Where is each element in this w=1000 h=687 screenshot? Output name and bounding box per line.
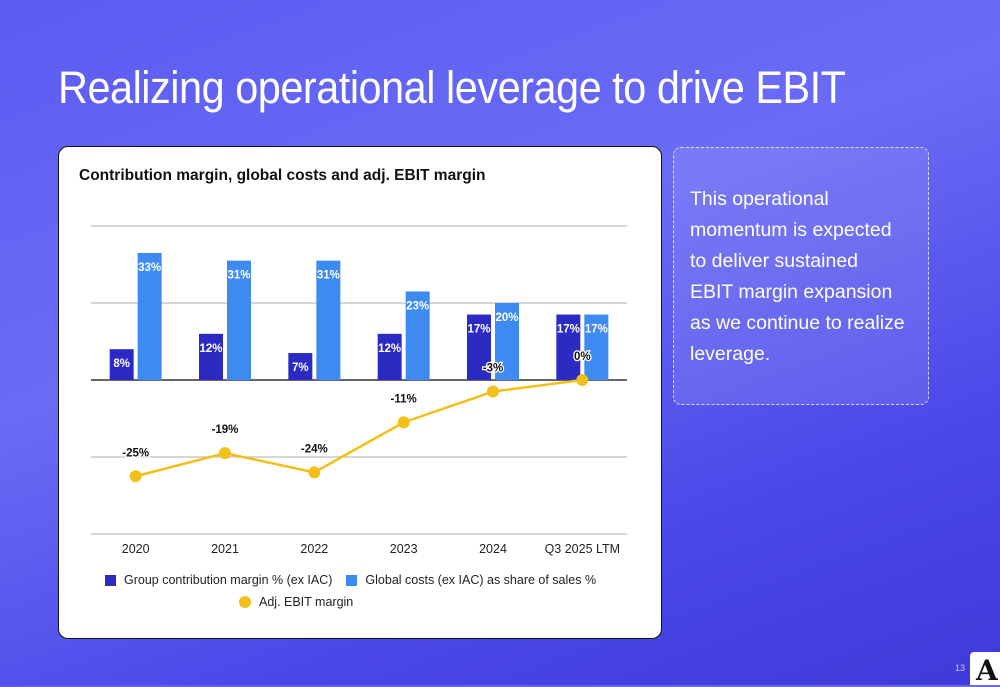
chart-card: Contribution margin, global costs and ad… <box>58 146 662 639</box>
x-tick-label: 2021 <box>211 542 239 556</box>
legend-label-global-costs: Global costs (ex IAC) as share of sales … <box>365 573 597 587</box>
point-ebit <box>308 466 321 479</box>
legend-item-ebit: Adj. EBIT margin <box>239 595 353 609</box>
bar-global-costs <box>227 260 251 380</box>
bar-label-global-costs: 31% <box>227 270 250 282</box>
bar-global-costs <box>405 291 430 380</box>
legend-swatch-ebit <box>239 596 251 608</box>
bar-contribution <box>199 333 223 380</box>
point-ebit <box>576 374 589 386</box>
x-tick-label: 2023 <box>390 542 418 556</box>
brand-logo-letter: A <box>976 654 998 687</box>
combo-chart: 8% 33% 2020 12% 31% 2021 7% 31% 2022 12% 23% 2023 17… <box>91 225 627 556</box>
bar-global-costs <box>316 260 341 380</box>
data-label-ebit: -11% <box>391 393 417 405</box>
bar-label-global-costs: 23% <box>406 300 429 312</box>
bar-global-costs <box>495 303 519 380</box>
bar-label-contribution: 17% <box>467 324 490 336</box>
data-label-ebit: -19% <box>212 424 239 436</box>
callout-text: This operational momentum is expected to… <box>690 188 905 365</box>
bar-label-contribution: 7% <box>292 362 309 374</box>
bar-label-contribution: 8% <box>113 358 130 370</box>
bar-contribution <box>377 333 402 380</box>
bar-label-global-costs: 33% <box>138 262 161 274</box>
bar-contribution <box>467 314 491 380</box>
point-ebit <box>219 447 231 460</box>
data-label-ebit: -24% <box>301 443 328 455</box>
legend-item-global-costs: Global costs (ex IAC) as share of sales … <box>346 573 596 587</box>
x-tick-label: 2022 <box>300 542 328 556</box>
page-number: 13 <box>955 663 966 673</box>
point-ebit <box>487 385 499 398</box>
bar-contribution <box>556 314 581 380</box>
data-label-ebit: -25% <box>122 447 149 459</box>
legend-swatch-global-costs <box>346 574 358 586</box>
bar-contribution <box>288 353 313 380</box>
legend-swatch-contribution <box>105 574 116 586</box>
x-tick-label: 2020 <box>122 542 150 556</box>
bar-label-contribution: 12% <box>199 343 222 355</box>
bar-label-global-costs: 20% <box>495 312 518 324</box>
x-tick-label: Q3 2025 LTM <box>545 542 621 556</box>
page-title: Realizing operational leverage to drive … <box>58 62 846 113</box>
bar-label-contribution: 17% <box>557 324 580 336</box>
point-ebit <box>129 470 142 483</box>
callout-box: This operational momentum is expected to… <box>673 147 929 405</box>
legend-label-ebit: Adj. EBIT margin <box>259 595 354 609</box>
x-tick-label: 2024 <box>479 542 507 556</box>
chart-title: Contribution margin, global costs and ad… <box>79 167 486 184</box>
bar-label-contribution: 12% <box>378 343 401 355</box>
bar-label-global-costs: 31% <box>317 270 340 282</box>
line-ebit <box>135 378 583 478</box>
bar-global-costs <box>584 314 609 380</box>
chart-legend: Group contribution margin % (ex IAC) Glo… <box>105 569 610 613</box>
legend-item-contribution: Group contribution margin % (ex IAC) <box>105 573 332 587</box>
brand-logo: A <box>970 652 1000 687</box>
data-label-ebit: 0% <box>574 351 591 363</box>
point-ebit <box>397 416 410 429</box>
bar-label-global-costs: 17% <box>585 324 608 336</box>
data-label-ebit: -3% <box>483 363 503 375</box>
bar-contribution <box>109 349 134 380</box>
legend-label-contribution: Group contribution margin % (ex IAC) <box>124 573 333 587</box>
bar-global-costs <box>137 252 162 380</box>
